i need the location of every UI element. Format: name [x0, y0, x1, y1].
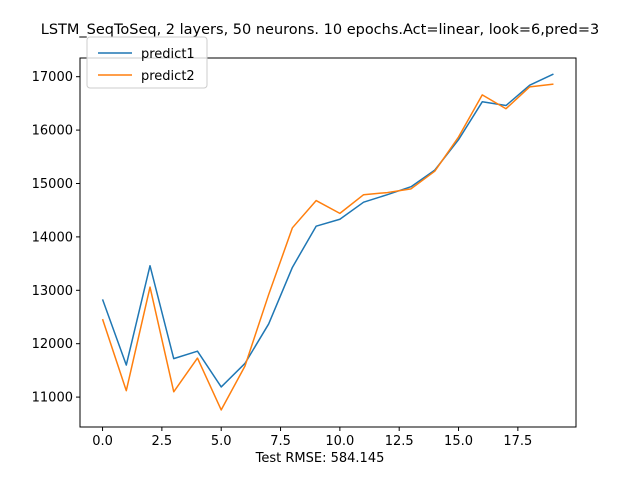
y-axis-ticks: 11000 12000 13000 14000 15000 16000 17000: [32, 70, 80, 406]
x-tick-label: 15.0: [444, 434, 473, 449]
series-line-predict1: [101, 73, 554, 388]
x-tick-label: 12.5: [385, 434, 414, 449]
y-tick-label: 11000: [32, 391, 73, 406]
chart-title: LSTM_SeqToSeq, 2 layers, 50 neurons. 10 …: [41, 22, 599, 38]
y-tick-label: 15000: [32, 177, 73, 192]
y-tick-label: 12000: [32, 337, 73, 352]
plot-frame: [79, 57, 577, 428]
x-tick-label: 10.0: [325, 434, 354, 449]
x-axis-ticks: 0.0 2.5 5.0 7.5 10.0 12.5 15.0 17.5: [92, 427, 532, 449]
y-tick-label: 16000: [32, 124, 73, 139]
y-tick-label: 13000: [32, 284, 73, 299]
y-tick-label: 17000: [32, 70, 73, 85]
legend: predict1 predict2: [86, 36, 208, 89]
x-tick-label: 0.0: [92, 434, 113, 449]
series-line-predict2: [101, 83, 554, 411]
plot-area: 0.0 2.5 5.0 7.5 10.0 12.5 15.0 17.5 11000120001…: [32, 57, 577, 449]
x-tick-label: 2.5: [152, 434, 173, 449]
x-axis-label: Test RMSE: 584.145: [255, 451, 385, 466]
x-tick-label: 17.5: [503, 434, 532, 449]
x-tick-label: 5.0: [211, 434, 232, 449]
series-layer: [101, 73, 554, 411]
legend-label-predict1: predict1: [141, 47, 195, 62]
x-tick-label: 7.5: [270, 434, 291, 449]
y-tick-label: 14000: [32, 230, 73, 245]
legend-label-predict2: predict2: [141, 69, 195, 84]
